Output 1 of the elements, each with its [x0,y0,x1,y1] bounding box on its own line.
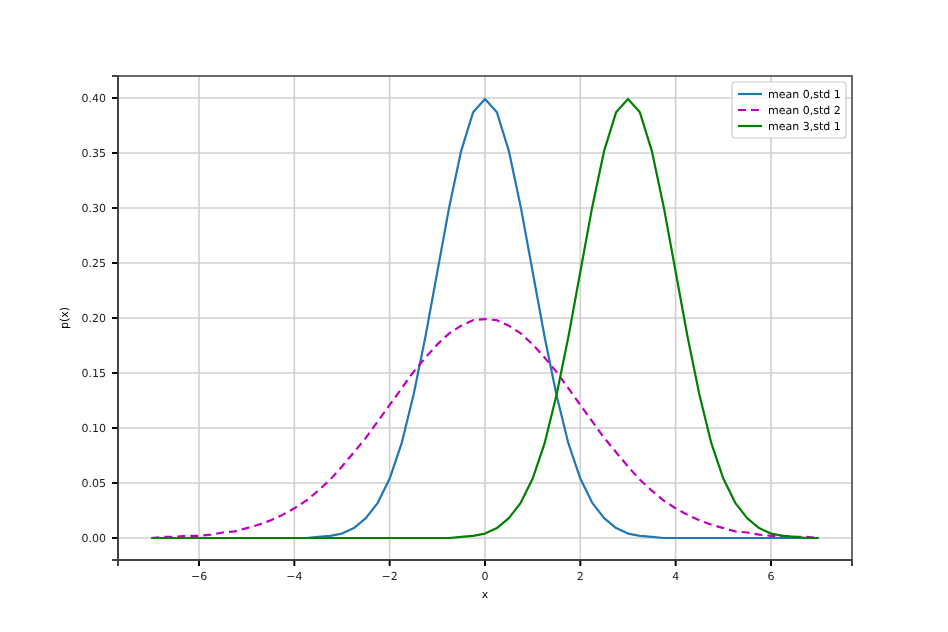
line-series [150,318,820,540]
